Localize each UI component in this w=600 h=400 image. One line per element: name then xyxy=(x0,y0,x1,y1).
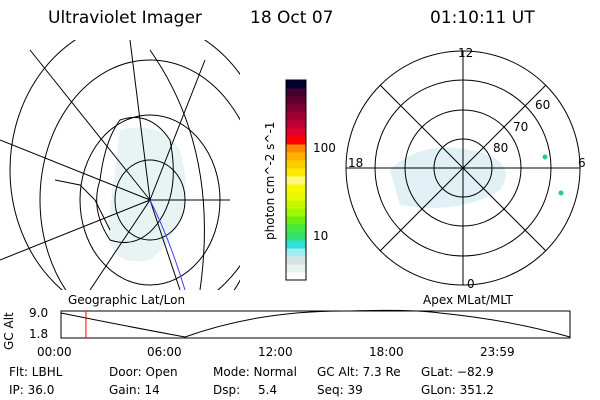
sequence: Seq: 39 xyxy=(317,383,363,397)
mlt-label-18: 18 xyxy=(348,156,364,170)
date: 18 Oct 07 xyxy=(250,8,334,28)
alt-xtick: 18:00 xyxy=(369,345,404,359)
gc-altitude: GC Alt: 7.3 Re xyxy=(317,365,401,379)
geographic-map xyxy=(0,40,240,290)
lat-label-80: 80 xyxy=(493,141,509,155)
right-map-label: Apex MLat/MLT xyxy=(423,293,513,307)
colorbar-segment xyxy=(286,272,306,281)
time: 01:10:11 UT xyxy=(430,8,535,28)
altitude-plot xyxy=(60,309,571,339)
left-map-label: Geographic Lat/Lon xyxy=(68,293,186,307)
lat-label-60: 60 xyxy=(535,98,551,112)
geo-latitude: GLat: −82.9 xyxy=(421,365,494,379)
mlt-label-12: 12 xyxy=(458,46,474,60)
colorbar-segment xyxy=(286,96,306,105)
alt-xtick: 12:00 xyxy=(258,345,293,359)
dsp-value: 5.4 xyxy=(258,383,278,397)
colorbar-segment xyxy=(286,168,306,177)
colorbar-segment xyxy=(286,160,306,169)
colorbar-label: photon cm^-2 s^-1 xyxy=(263,121,277,240)
data-point xyxy=(558,190,564,196)
ip: IP: 36.0 xyxy=(9,383,55,397)
alt-ytick: 1.8 xyxy=(29,327,49,341)
dsp-label: Dsp: xyxy=(213,383,241,397)
colorbar-segment xyxy=(286,208,306,217)
colorbar-segment xyxy=(286,224,306,233)
colorbar-segment xyxy=(286,128,306,137)
colorbar-segment xyxy=(286,152,306,161)
alt-xtick: 00:00 xyxy=(37,345,72,359)
lat-label-70: 70 xyxy=(513,120,529,134)
colorbar-segment xyxy=(286,88,306,97)
alt-xtick: 23:59 xyxy=(480,345,515,359)
colorbar-segment xyxy=(286,240,306,249)
colorbar-segment xyxy=(286,200,306,209)
colorbar-segment xyxy=(286,264,306,273)
colorbar-tick: 10 xyxy=(313,229,329,243)
colorbar-tick: 100 xyxy=(313,141,336,155)
colorbar-segment xyxy=(286,216,306,225)
colorbar-segment xyxy=(286,112,306,121)
colorbar-segment xyxy=(286,256,306,265)
alt-ytick: 9.0 xyxy=(29,306,49,320)
colorbar-segment xyxy=(286,80,306,89)
alt-xtick: 06:00 xyxy=(147,345,182,359)
colorbar-segment xyxy=(286,192,306,201)
door: Door: Open xyxy=(109,365,178,379)
colorbar xyxy=(286,80,306,281)
mlt-label-6: 6 xyxy=(578,156,586,170)
colorbar-segment xyxy=(286,136,306,145)
colorbar-segment xyxy=(286,120,306,129)
apex-polar-map xyxy=(345,50,581,286)
mlt-label-0: 0 xyxy=(467,277,475,291)
alt-ylabel: GC Alt xyxy=(2,312,16,350)
colorbar-segment xyxy=(286,248,306,257)
gain: Gain: 14 xyxy=(109,383,160,397)
colorbar-segment xyxy=(286,104,306,113)
colorbar-segment xyxy=(286,176,306,185)
instrument-title: Ultraviolet Imager xyxy=(48,8,202,28)
colorbar-segment xyxy=(286,232,306,241)
geo-longitude: GLon: 351.2 xyxy=(421,383,494,397)
filter: Flt: LBHL xyxy=(9,365,63,379)
colorbar-segment xyxy=(286,144,306,153)
mode: Mode: Normal xyxy=(213,365,297,379)
data-point xyxy=(542,154,548,160)
colorbar-segment xyxy=(286,184,306,193)
